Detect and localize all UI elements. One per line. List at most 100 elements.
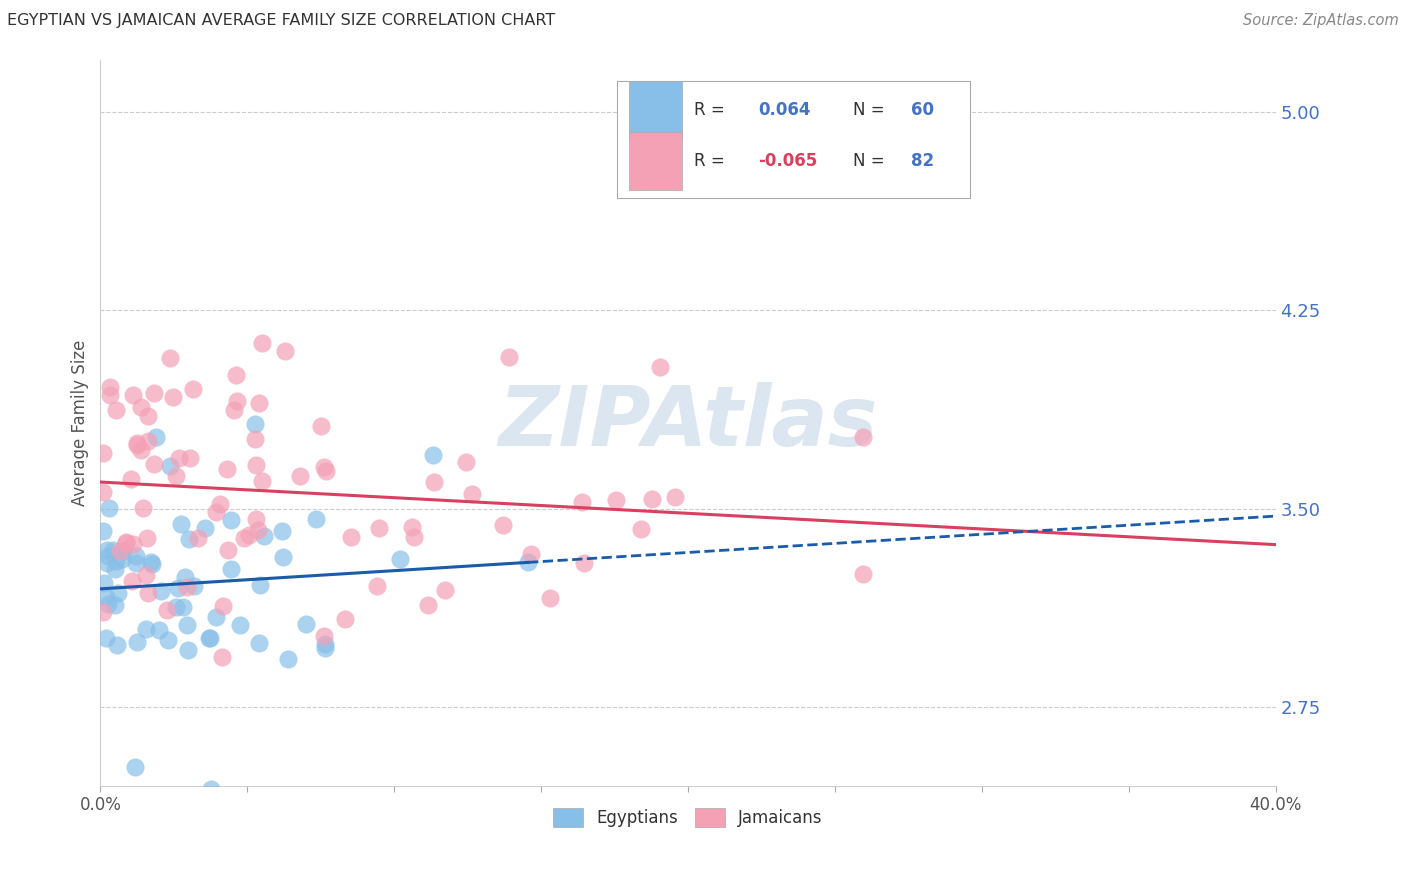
Point xyxy=(125,438,148,452)
Point xyxy=(276,652,298,666)
Point xyxy=(517,555,540,569)
Point xyxy=(434,583,457,598)
Point xyxy=(127,436,149,450)
Point xyxy=(104,562,127,576)
Point xyxy=(333,612,356,626)
Point xyxy=(96,556,118,570)
Point xyxy=(538,591,561,605)
Point xyxy=(664,490,686,504)
Text: 82: 82 xyxy=(911,153,935,170)
Point xyxy=(416,599,439,613)
Point xyxy=(605,493,627,508)
Point xyxy=(492,518,515,533)
Point xyxy=(314,640,336,655)
Point xyxy=(176,580,198,594)
Point xyxy=(247,396,270,410)
Point xyxy=(136,586,159,600)
Point xyxy=(226,394,249,409)
Point xyxy=(124,760,146,774)
Point xyxy=(211,650,233,665)
Point xyxy=(312,459,335,474)
Text: R =: R = xyxy=(693,153,730,170)
Point xyxy=(460,486,482,500)
Point xyxy=(100,380,122,394)
Point xyxy=(111,552,134,566)
Point xyxy=(315,464,337,478)
Point xyxy=(219,513,242,527)
Point xyxy=(138,409,160,423)
Point xyxy=(115,536,138,550)
Point xyxy=(423,475,446,490)
Point xyxy=(249,578,271,592)
Point xyxy=(340,530,363,544)
Point xyxy=(388,552,411,566)
Point xyxy=(105,554,128,568)
Text: 60: 60 xyxy=(911,102,934,120)
Point xyxy=(93,575,115,590)
Point xyxy=(157,632,180,647)
Point xyxy=(187,531,209,545)
Point xyxy=(91,605,114,619)
Point xyxy=(366,579,388,593)
Point xyxy=(91,485,114,500)
Point xyxy=(125,556,148,570)
Point xyxy=(852,430,875,444)
Point xyxy=(170,516,193,531)
Point xyxy=(233,531,256,545)
Point xyxy=(179,451,201,466)
Point xyxy=(271,524,294,538)
Point xyxy=(312,629,335,643)
Text: EGYPTIAN VS JAMAICAN AVERAGE FAMILY SIZE CORRELATION CHART: EGYPTIAN VS JAMAICAN AVERAGE FAMILY SIZE… xyxy=(7,13,555,29)
Point xyxy=(630,522,652,536)
Point xyxy=(198,631,221,645)
Point xyxy=(135,567,157,582)
Point xyxy=(179,532,201,546)
Point xyxy=(136,531,159,545)
Point xyxy=(97,549,120,563)
Point xyxy=(273,549,295,564)
Point xyxy=(574,556,596,570)
Y-axis label: Average Family Size: Average Family Size xyxy=(72,340,89,506)
Point xyxy=(167,450,190,465)
Point xyxy=(217,542,239,557)
Point xyxy=(305,512,328,526)
Point xyxy=(149,584,172,599)
Point xyxy=(368,521,391,535)
Point xyxy=(96,543,118,558)
Point xyxy=(143,457,166,471)
Point xyxy=(132,501,155,516)
Point xyxy=(209,497,232,511)
Point xyxy=(97,597,120,611)
Text: N =: N = xyxy=(852,102,890,120)
Point xyxy=(129,400,152,414)
Point xyxy=(129,443,152,458)
Point xyxy=(250,474,273,488)
Point xyxy=(174,570,197,584)
Point xyxy=(94,631,117,645)
Point xyxy=(122,537,145,551)
Point xyxy=(162,390,184,404)
Point xyxy=(401,520,423,534)
Point xyxy=(402,530,425,544)
Point xyxy=(108,544,131,558)
Point xyxy=(159,458,181,473)
Point xyxy=(165,599,187,614)
Point xyxy=(852,567,875,582)
Legend: Egyptians, Jamaicans: Egyptians, Jamaicans xyxy=(546,799,831,836)
Point xyxy=(104,599,127,613)
Point xyxy=(148,624,170,638)
Point xyxy=(288,469,311,483)
Point xyxy=(229,618,252,632)
Point xyxy=(205,609,228,624)
FancyBboxPatch shape xyxy=(630,81,682,139)
Point xyxy=(93,524,115,539)
Point xyxy=(250,336,273,351)
Point xyxy=(200,782,222,797)
Point xyxy=(165,468,187,483)
Point xyxy=(122,387,145,401)
Point xyxy=(172,599,194,614)
Text: ZIPAtlas: ZIPAtlas xyxy=(498,382,877,463)
Point xyxy=(115,534,138,549)
Point xyxy=(247,636,270,650)
Point xyxy=(112,544,135,558)
